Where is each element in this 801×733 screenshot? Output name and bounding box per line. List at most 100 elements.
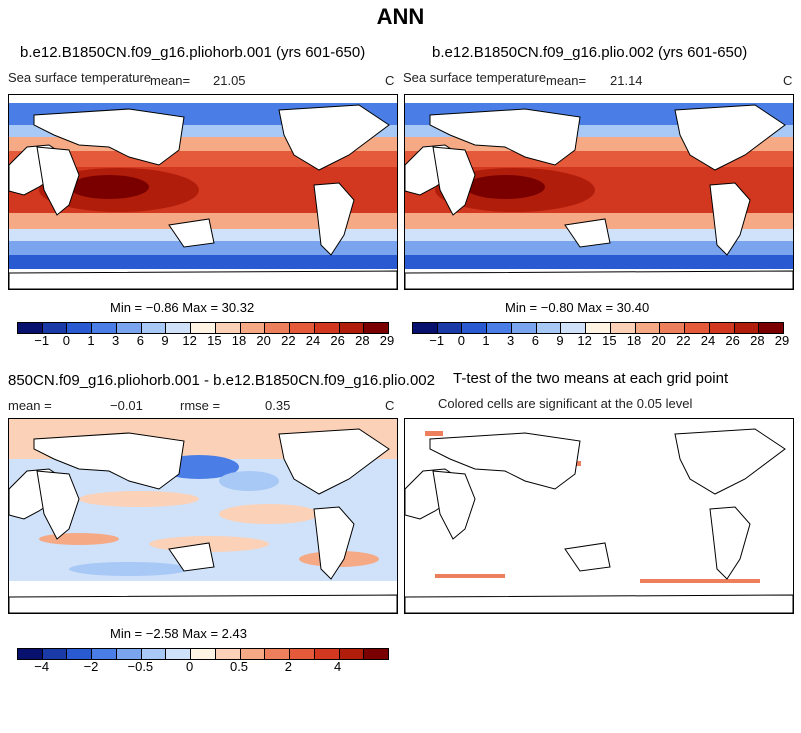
panel2-map — [404, 94, 794, 290]
colorbar-swatch — [141, 323, 167, 333]
colorbar-swatch — [191, 649, 216, 659]
figure-title: ANN — [376, 4, 425, 29]
colorbar-swatch — [314, 649, 340, 659]
colorbar-tick-label: 24 — [700, 333, 716, 348]
colorbar-tick-label: 9 — [161, 333, 169, 348]
colorbar-swatch — [437, 323, 463, 333]
panel2-minmax: Min = −0.80 Max = 30.40 — [505, 300, 650, 315]
colorbar-tick-label: 6 — [136, 333, 144, 348]
panel4-map — [404, 418, 794, 614]
colorbar-swatch — [364, 649, 389, 659]
colorbar-swatch — [511, 323, 537, 333]
panel1-field-label: Sea surface temperature — [8, 70, 152, 85]
panel1-colorbar — [17, 322, 389, 334]
colorbar-tick-label: 18 — [231, 333, 247, 348]
panel4-subtitle: Colored cells are significant at the 0.0… — [438, 396, 693, 411]
colorbar-swatch — [18, 323, 43, 333]
colorbar-swatch — [586, 323, 611, 333]
colorbar-tick-label: 28 — [355, 333, 370, 348]
colorbar-swatch — [536, 323, 562, 333]
colorbar-swatch — [610, 323, 636, 333]
panel3-map — [8, 418, 398, 614]
colorbar-swatch — [67, 649, 93, 659]
colorbar-swatch — [364, 323, 389, 333]
colorbar-tick-label: 22 — [676, 333, 691, 348]
colorbar-tick-label: 18 — [626, 333, 642, 348]
colorbar-swatch — [734, 323, 760, 333]
colorbar-swatch — [290, 649, 315, 659]
panel1-colorbar-labels: −1 0 1 3 6 9 12 15 18 20 22 24 26 28 29 — [17, 333, 394, 349]
colorbar-tick-label: 20 — [651, 333, 666, 348]
panel2-mean-value: 21.14 — [610, 73, 643, 88]
colorbar-tick-label: 3 — [507, 333, 515, 348]
colorbar-tick-label: −0.5 — [127, 659, 154, 674]
colorbar-swatch — [290, 323, 315, 333]
panel3-mean-value: −0.01 — [110, 398, 143, 413]
colorbar-swatch — [166, 649, 192, 659]
panel3-colorbar — [17, 648, 389, 660]
colorbar-tick-label: 28 — [750, 333, 765, 348]
colorbar-swatch — [265, 649, 291, 659]
panel3-title: 850CN.f09_g16.pliohorb.001 - b.e12.B1850… — [8, 372, 435, 389]
colorbar-tick-label: 12 — [577, 333, 592, 348]
colorbar-tick-label: 1 — [87, 333, 95, 348]
panel1-mean-value: 21.05 — [213, 73, 246, 88]
panel2-colorbar-labels: −1 0 1 3 6 9 12 15 18 20 22 24 26 28 29 — [412, 333, 789, 349]
colorbar-swatch — [240, 649, 266, 659]
colorbar-swatch — [92, 323, 117, 333]
colorbar-tick-label: 24 — [305, 333, 321, 348]
panel1-minmax: Min = −0.86 Max = 30.32 — [110, 300, 255, 315]
colorbar-tick-label: −2 — [83, 659, 99, 674]
colorbar-tick-label: 20 — [256, 333, 271, 348]
panel3-rmse-label: rmse = — [180, 398, 221, 413]
panel2-units: C — [783, 73, 793, 88]
colorbar-tick-label: 0 — [62, 333, 70, 348]
colorbar-swatch — [487, 323, 512, 333]
colorbar-tick-label: 0 — [186, 659, 194, 674]
panel2-field-label: Sea surface temperature — [403, 70, 547, 85]
colorbar-swatch — [561, 323, 587, 333]
panel1-title: b.e12.B1850CN.f09_g16.pliohorb.001 (yrs … — [20, 44, 366, 61]
colorbar-swatch — [116, 649, 142, 659]
colorbar-swatch — [67, 323, 93, 333]
colorbar-swatch — [42, 649, 68, 659]
colorbar-swatch — [166, 323, 192, 333]
colorbar-swatch — [215, 649, 241, 659]
colorbar-tick-label: 3 — [112, 333, 120, 348]
panel3-mean-label: mean = — [8, 398, 52, 413]
colorbar-swatch — [709, 323, 735, 333]
colorbar-tick-label: 26 — [330, 333, 345, 348]
colorbar-tick-label: 4 — [334, 659, 342, 674]
colorbar-swatch — [265, 323, 291, 333]
colorbar-swatch — [413, 323, 438, 333]
colorbar-swatch — [42, 323, 68, 333]
panel2-colorbar — [412, 322, 784, 334]
panel2-title: b.e12.B1850CN.f09_g16.plio.002 (yrs 601-… — [432, 44, 748, 61]
colorbar-swatch — [18, 649, 43, 659]
panel3-rmse-value: 0.35 — [265, 398, 291, 413]
colorbar-tick-label: 15 — [207, 333, 222, 348]
colorbar-swatch — [191, 323, 216, 333]
colorbar-tick-label: −4 — [34, 659, 50, 674]
colorbar-swatch — [215, 323, 241, 333]
colorbar-tick-label: 29 — [379, 333, 395, 348]
colorbar-swatch — [462, 323, 488, 333]
colorbar-tick-label: 6 — [531, 333, 539, 348]
colorbar-tick-label: 12 — [182, 333, 197, 348]
colorbar-swatch — [759, 323, 784, 333]
colorbar-swatch — [116, 323, 142, 333]
panel3-colorbar-labels: −4 −2 −0.5 0 0.5 2 4 — [17, 659, 387, 675]
colorbar-tick-label: 15 — [602, 333, 617, 348]
colorbar-swatch — [339, 649, 365, 659]
panel1-map — [8, 94, 398, 290]
colorbar-swatch — [660, 323, 686, 333]
panel1-units: C — [385, 73, 395, 88]
panel3-minmax: Min = −2.58 Max = 2.43 — [110, 626, 247, 641]
colorbar-tick-label: 22 — [281, 333, 296, 348]
colorbar-tick-label: 2 — [284, 659, 292, 674]
colorbar-tick-label: 29 — [774, 333, 790, 348]
panel2-mean-label: mean= — [546, 73, 587, 88]
colorbar-swatch — [685, 323, 710, 333]
colorbar-swatch — [240, 323, 266, 333]
colorbar-swatch — [141, 649, 167, 659]
